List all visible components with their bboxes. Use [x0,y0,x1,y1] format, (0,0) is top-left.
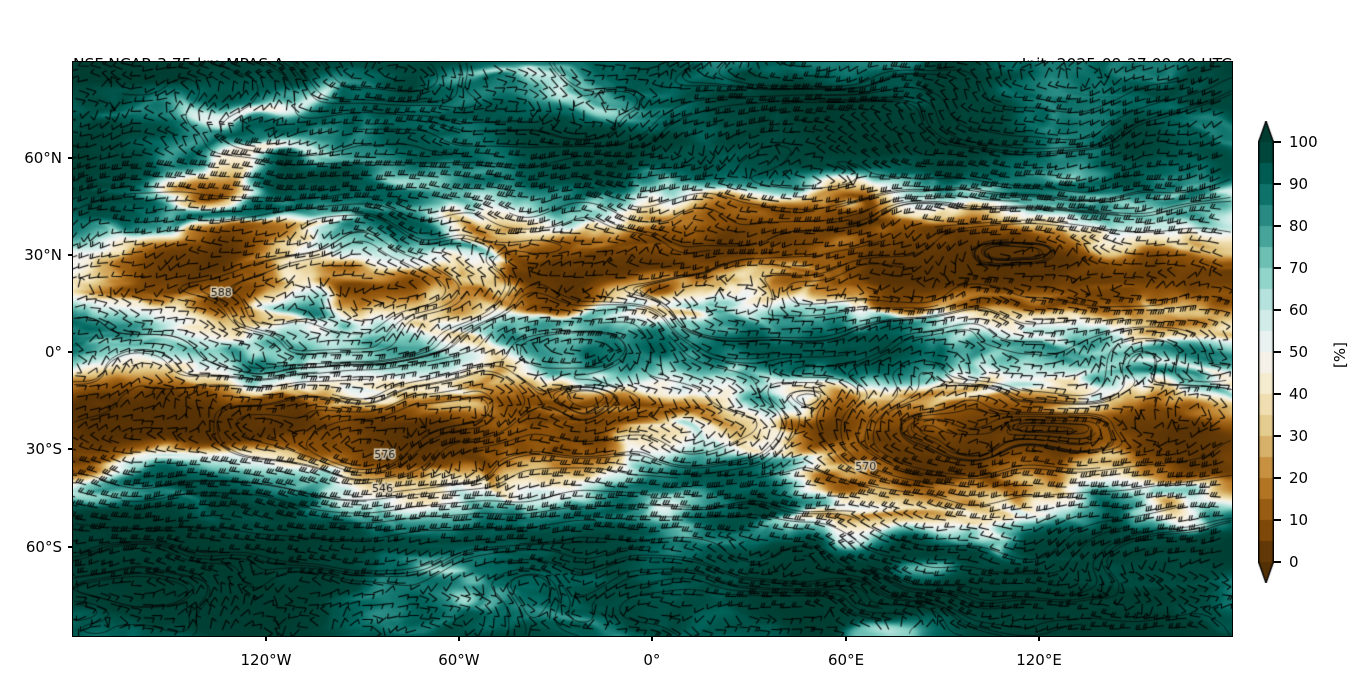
colorbar-tick-mark [1274,519,1281,521]
lon-tick-label: 60°E [828,651,865,669]
lat-tick-mark [68,448,73,450]
map-plot [71,60,1233,637]
colorbar-tick-label: 50 [1289,343,1309,361]
colorbar-tick-label: 80 [1289,217,1309,235]
lat-tick-label: 0° [44,342,62,361]
lon-tick-label: 0° [643,651,661,669]
colorbar-tick-mark [1274,183,1281,185]
colorbar-tick-label: 30 [1289,427,1309,445]
lon-tick-mark [651,636,653,641]
lat-tick-mark [68,254,73,256]
colorbar-tick-mark [1274,393,1281,395]
lat-tick-mark [68,546,73,548]
lon-tick-mark [845,636,847,641]
lat-tick-mark [68,351,73,353]
lon-tick-mark [1038,636,1040,641]
colorbar-tick-label: 70 [1289,259,1309,277]
colorbar [1258,121,1274,583]
colorbar-tick-mark [1274,477,1281,479]
lon-tick-label: 120°W [240,651,292,669]
colorbar-tick-label: 20 [1289,469,1309,487]
colorbar-tick-label: 90 [1289,175,1309,193]
colorbar-tick-mark [1274,561,1281,563]
colorbar-tick-mark [1274,267,1281,269]
colorbar-tick-label: 0 [1289,553,1299,571]
colorbar-tick-mark [1274,351,1281,353]
lon-tick-label: 120°E [1016,651,1062,669]
lon-tick-label: 60°W [438,651,480,669]
lon-tick-mark [265,636,267,641]
colorbar-tick-label: 60 [1289,301,1309,319]
lat-tick-label: 30°N [24,245,62,264]
colorbar-tick-mark [1274,225,1281,227]
colorbar-tick-mark [1274,309,1281,311]
lon-tick-mark [458,636,460,641]
colorbar-tick-label: 40 [1289,385,1309,403]
lat-tick-label: 60°N [24,148,62,167]
colorbar-unit-label: [%] [1331,342,1349,368]
lat-tick-label: 60°S [25,538,62,557]
colorbar-tick-mark [1274,141,1281,143]
lat-tick-mark [68,157,73,159]
map-canvas [72,61,1232,636]
colorbar-tick-label: 10 [1289,511,1309,529]
lat-tick-label: 30°S [25,439,62,458]
colorbar-tick-mark [1274,435,1281,437]
colorbar-tick-label: 100 [1289,133,1318,151]
